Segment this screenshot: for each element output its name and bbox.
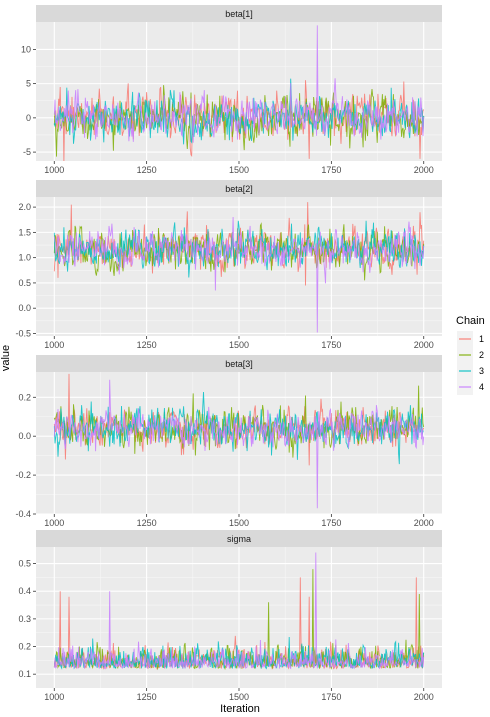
chain-4-trace [53, 216, 425, 333]
legend-item: 2 [457, 347, 484, 363]
x-tick-label: 1750 [321, 340, 341, 350]
trace-lines [53, 552, 425, 671]
y-tick-label: 0.5 [18, 559, 31, 569]
y-tick-label: -5 [23, 147, 31, 157]
facet-strip-label: beta[3] [225, 359, 253, 369]
chain-2-trace [53, 222, 425, 281]
facet-strip-label: beta[1] [225, 9, 253, 19]
facet-strip-label: sigma [227, 534, 251, 544]
x-tick-label: 1000 [44, 165, 64, 175]
legend-item: 1 [457, 331, 484, 347]
y-tick-label: 0.2 [18, 392, 31, 402]
trace-lines [53, 373, 425, 509]
x-tick-label: 1250 [137, 165, 157, 175]
chain-4-trace [53, 552, 425, 670]
x-tick-label: 2000 [414, 692, 434, 702]
y-tick-label: -0.2 [15, 470, 31, 480]
chain-4-trace [53, 25, 425, 143]
x-tick-label: 1500 [229, 518, 249, 528]
y-tick-label: 5 [26, 79, 31, 89]
y-tick-label: -0.4 [15, 509, 31, 519]
chain-3-trace [53, 220, 425, 278]
x-tick-label: 2000 [414, 340, 434, 350]
x-tick-label: 1000 [44, 340, 64, 350]
facet-strip [36, 530, 442, 547]
chain-3-trace [53, 636, 425, 670]
facet-strip [36, 180, 442, 197]
y-tick-label: 0.5 [18, 278, 31, 288]
y-axis-title: value [0, 345, 12, 371]
legend-item: 3 [457, 363, 484, 379]
trace-lines [53, 202, 425, 333]
y-tick-label: 0.0 [18, 431, 31, 441]
y-tick-label: 0.1 [18, 669, 31, 679]
legend-title: Chain [456, 315, 485, 327]
x-tick-label: 1750 [321, 165, 341, 175]
x-tick-label: 1250 [137, 692, 157, 702]
x-tick-label: 1250 [137, 518, 157, 528]
legend-label: 3 [479, 366, 484, 376]
legend: Chain 1 2 3 4 [456, 315, 485, 395]
y-tick-label: 0.4 [18, 586, 31, 596]
legend-item: 4 [457, 379, 484, 395]
y-tick-label: 1.5 [18, 227, 31, 237]
y-tick-label: 0.2 [18, 642, 31, 652]
x-tick-label: 1250 [137, 340, 157, 350]
x-tick-label: 1500 [229, 165, 249, 175]
facet-panel: beta[2] -0.5 0.0 0.5 1.0 1.5 2.0 1000 1250 1500 17… [15, 180, 442, 350]
x-tick-label: 1000 [44, 692, 64, 702]
x-tick-label: 1750 [321, 692, 341, 702]
chain-3-trace [53, 78, 425, 145]
y-tick-label: 10 [21, 44, 31, 54]
facet-panel: sigma 0.1 0.2 0.3 0.4 0.5 1000 1250 1500 1750 2000 [18, 530, 442, 702]
x-tick-label: 1000 [44, 518, 64, 528]
trace-lines [53, 25, 425, 161]
x-tick-label: 2000 [414, 518, 434, 528]
y-tick-label: 0.3 [18, 614, 31, 624]
facet-strip-label: beta[2] [225, 184, 253, 194]
legend-label: 4 [479, 382, 484, 392]
y-tick-label: 2.0 [18, 202, 31, 212]
chain-4-trace [53, 379, 425, 509]
x-tick-label: 1500 [229, 692, 249, 702]
y-tick-label: 1.0 [18, 253, 31, 263]
x-tick-label: 1500 [229, 340, 249, 350]
legend-label: 2 [479, 350, 484, 360]
facet-panel: beta[3] -0.4 -0.2 0.0 0.2 1000 1250 1500 1750 200… [15, 355, 442, 528]
facet-strip [36, 355, 442, 372]
facet-strip [36, 5, 442, 22]
x-tick-label: 1750 [321, 518, 341, 528]
y-tick-label: 0.0 [18, 303, 31, 313]
x-tick-label: 2000 [414, 165, 434, 175]
x-axis-title: Iteration [220, 703, 260, 715]
y-tick-label: 0 [26, 113, 31, 123]
y-tick-label: -0.5 [15, 328, 31, 338]
facet-panel: beta[1] -5 0 5 10 1000 1250 1500 1750 2000 [21, 5, 442, 175]
legend-label: 1 [479, 334, 484, 344]
